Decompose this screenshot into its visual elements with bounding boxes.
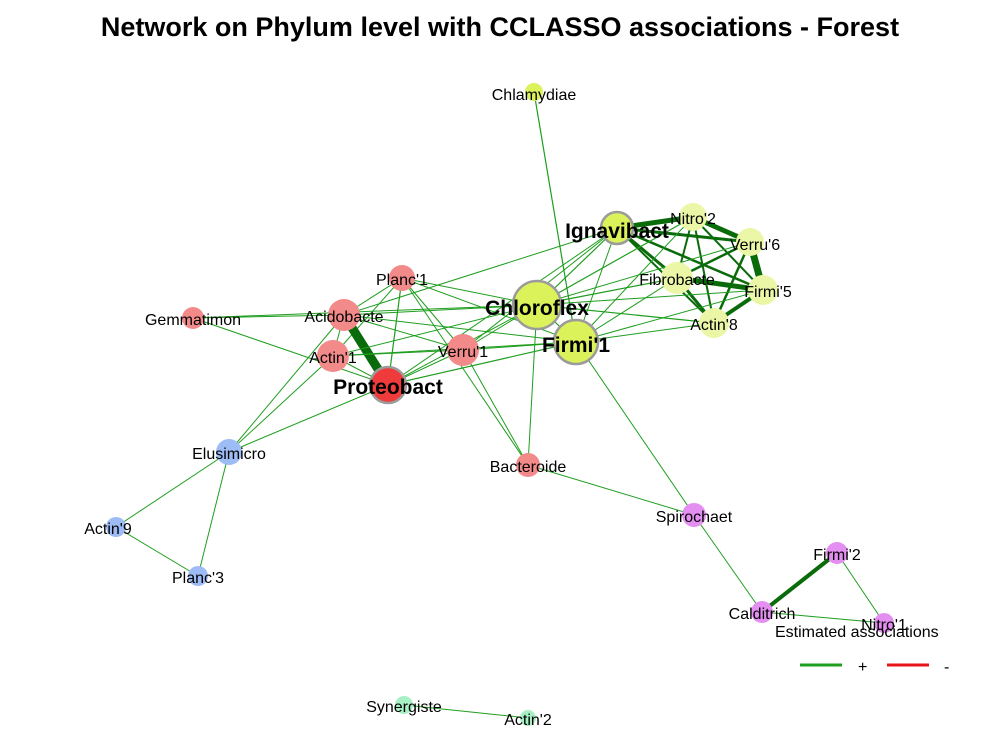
node-label-firmi2: Firmi'2 xyxy=(813,547,861,564)
edge-proteobact-ignavibact xyxy=(387,227,618,386)
node-verru6 xyxy=(736,228,764,256)
node-nitro1 xyxy=(874,613,894,633)
node-planc1 xyxy=(389,265,415,291)
edge-chloroflex-firmi5 xyxy=(536,289,764,306)
node-elusimicro xyxy=(216,439,242,465)
node-label-planc3: Planc'3 xyxy=(172,570,224,587)
edge-acidobacte-firmi1 xyxy=(343,314,577,343)
edge-actin1-chloroflex xyxy=(332,304,538,357)
node-firmi1 xyxy=(552,318,600,366)
node-label-spirochaet: Spirochaet xyxy=(656,509,733,526)
edge-gemmatimon-chloroflex xyxy=(192,304,538,319)
edge-acidobacte-ignavibact xyxy=(343,227,618,316)
edge-firmi1-spirochaet xyxy=(575,341,695,516)
node-label-actin9: Actin'9 xyxy=(84,521,132,538)
edge-proteobact-elusimicro xyxy=(228,384,389,453)
chart-title: Network on Phylum level with CCLASSO ass… xyxy=(100,12,900,42)
edge-firmi2-nitro1 xyxy=(836,552,885,624)
edge-layer xyxy=(115,91,885,719)
node-label-actin1: Actin'1 xyxy=(309,350,357,367)
edge-bacteroide-spirochaet xyxy=(527,464,695,516)
edge-firmi1-nitro2 xyxy=(575,216,694,343)
node-firmi5 xyxy=(748,275,778,305)
edge-chloroflex-actin8 xyxy=(536,304,715,324)
legend: Estimated associations + - xyxy=(775,624,949,676)
node-label-fibrobacte: Fibrobacte xyxy=(639,272,715,289)
node-label-gemmatimon: Gemmatimon xyxy=(145,312,241,329)
node-label-bacteroide: Bacteroide xyxy=(490,459,567,476)
node-fibrobacte xyxy=(661,262,693,294)
edge-firmi1-firmi5 xyxy=(575,289,764,343)
node-label-acidobacte: Acidobacte xyxy=(304,309,383,326)
node-actin8 xyxy=(699,308,729,338)
edge-ignavibact-firmi5 xyxy=(616,226,764,292)
node-calditrich xyxy=(751,601,773,623)
node-label-elusimicro: Elusimicro xyxy=(192,446,266,463)
edge-actin9-planc3 xyxy=(115,526,199,577)
node-actin2 xyxy=(520,710,536,726)
legend-title: Estimated associations xyxy=(775,624,939,641)
node-label-verru1: Verru'1 xyxy=(438,344,488,361)
edge-elusimicro-acidobacte xyxy=(228,314,345,453)
edge-proteobact-firmi1 xyxy=(387,341,577,386)
node-label-chloroflex: Chloroflex xyxy=(485,297,589,320)
edge-chloroflex-nitro2 xyxy=(536,216,694,306)
edge-spirochaet-calditrich xyxy=(693,514,763,613)
edge-bacteroide-planc1 xyxy=(401,277,529,466)
edge-verru1-bacteroide xyxy=(462,349,529,466)
node-chlamydiae xyxy=(525,83,543,101)
edge-planc1-firmi1 xyxy=(401,277,577,343)
node-ignavibact xyxy=(599,210,635,246)
edge-gemmatimon-proteobact xyxy=(192,317,389,386)
edge-nitro2-actin8 xyxy=(692,216,715,324)
legend-negative-label: - xyxy=(944,659,949,676)
node-label-actin8: Actin'8 xyxy=(690,317,738,334)
node-bacteroide xyxy=(516,453,540,477)
node-label-planc1: Planc'1 xyxy=(376,272,428,289)
node-layer xyxy=(106,83,894,726)
node-gemmatimon xyxy=(182,307,204,329)
edge-planc1-actin1 xyxy=(332,277,403,357)
edge-chloroflex-verru6 xyxy=(536,241,751,306)
node-actin9 xyxy=(106,517,126,537)
node-nitro2 xyxy=(679,203,707,231)
edge-acidobacte-chloroflex xyxy=(343,304,538,316)
edge-calditrich-nitro1 xyxy=(761,611,885,624)
node-label-proteobact: Proteobact xyxy=(333,376,443,399)
node-label-chlamydiae: Chlamydiae xyxy=(492,87,577,104)
edge-firmi2-calditrich xyxy=(760,551,839,614)
node-label-calditrich: Calditrich xyxy=(729,606,796,623)
node-label-ignavibact: Ignavibact xyxy=(565,220,669,243)
node-synergiste xyxy=(395,696,413,714)
edge-bacteroide-chloroflex xyxy=(527,304,538,466)
node-proteobact xyxy=(368,365,408,405)
edge-elusimicro-actin1 xyxy=(228,355,334,453)
node-acidobacte xyxy=(328,299,360,331)
node-label-firmi5: Firmi'5 xyxy=(744,284,792,301)
edge-elusimicro-planc3 xyxy=(197,451,230,577)
node-label-verru6: Verru'6 xyxy=(730,237,780,254)
node-label-actin2: Actin'2 xyxy=(504,712,552,729)
node-label-nitro2: Nitro'2 xyxy=(670,211,716,228)
node-chloroflex xyxy=(511,279,563,331)
node-firmi2 xyxy=(826,542,848,564)
edge-synergiste-actin2 xyxy=(403,704,529,719)
node-actin1 xyxy=(317,340,349,372)
edge-ignavibact-verru6 xyxy=(616,226,751,244)
node-planc3 xyxy=(188,566,208,586)
legend-positive-label: + xyxy=(858,659,867,676)
edge-acidobacte-verru1 xyxy=(343,314,464,351)
edge-elusimicro-actin9 xyxy=(115,451,230,528)
node-label-synergiste: Synergiste xyxy=(366,699,442,716)
node-verru1 xyxy=(447,334,479,366)
node-label-nitro1: Nitro'1 xyxy=(861,617,907,634)
node-spirochaet xyxy=(682,503,706,527)
edge-chlamydiae-firmi1 xyxy=(533,91,577,343)
node-label-firmi1: Firmi'1 xyxy=(542,334,610,357)
